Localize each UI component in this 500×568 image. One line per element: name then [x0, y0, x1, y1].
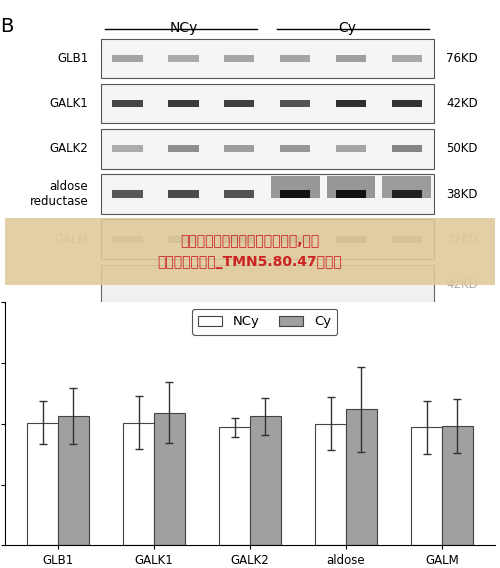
Bar: [168, 145, 198, 152]
Bar: [224, 236, 254, 243]
Bar: [124, 423, 154, 545]
Text: GALK2: GALK2: [50, 143, 88, 156]
Bar: [100, 174, 434, 214]
Bar: [392, 145, 422, 152]
Text: 续发展解答落实_TMN5.80.47为你版: 续发展解答落实_TMN5.80.47为你版: [158, 255, 342, 269]
Bar: [224, 190, 254, 198]
Bar: [28, 423, 58, 545]
Bar: [112, 236, 143, 243]
Text: aldose
reductase: aldose reductase: [30, 180, 88, 208]
Bar: [326, 176, 376, 198]
Bar: [5, 218, 495, 285]
Bar: [442, 426, 472, 545]
Text: GALM: GALM: [54, 233, 88, 246]
Bar: [168, 100, 198, 107]
Bar: [336, 190, 366, 198]
Bar: [336, 281, 366, 288]
Text: 42KD: 42KD: [446, 278, 478, 291]
Bar: [280, 145, 310, 152]
Text: Cy: Cy: [338, 21, 356, 35]
Bar: [382, 176, 431, 198]
Legend: NCy, Cy: NCy, Cy: [192, 309, 338, 335]
Bar: [100, 265, 434, 304]
Bar: [412, 427, 442, 545]
Bar: [112, 145, 143, 152]
Bar: [392, 281, 422, 288]
Bar: [168, 236, 198, 243]
Bar: [280, 281, 310, 288]
Text: GLB1: GLB1: [57, 52, 88, 65]
Text: 42KD: 42KD: [446, 97, 478, 110]
Bar: [392, 236, 422, 243]
Bar: [280, 190, 310, 198]
Bar: [336, 236, 366, 243]
Bar: [392, 100, 422, 107]
Bar: [280, 236, 310, 243]
Bar: [224, 145, 254, 152]
Bar: [224, 281, 254, 288]
Bar: [168, 190, 198, 198]
Bar: [112, 55, 143, 62]
Bar: [168, 281, 198, 288]
Text: NCy: NCy: [170, 21, 198, 35]
Bar: [112, 100, 143, 107]
Bar: [336, 55, 366, 62]
Bar: [100, 129, 434, 169]
Bar: [392, 55, 422, 62]
Bar: [316, 424, 346, 545]
Text: 50KD: 50KD: [446, 143, 478, 156]
Bar: [58, 416, 88, 545]
Bar: [336, 100, 366, 107]
Text: 38KD: 38KD: [446, 187, 478, 201]
Bar: [100, 39, 434, 78]
Bar: [112, 190, 143, 198]
Bar: [100, 219, 434, 259]
Text: 新澳好彩免费资料查询最新版本,可持: 新澳好彩免费资料查询最新版本,可持: [180, 235, 320, 248]
Text: B: B: [0, 17, 14, 36]
Bar: [168, 55, 198, 62]
Bar: [224, 100, 254, 107]
Bar: [392, 190, 422, 198]
Bar: [346, 409, 376, 545]
Bar: [100, 84, 434, 123]
Bar: [280, 55, 310, 62]
Bar: [336, 145, 366, 152]
Bar: [220, 427, 250, 545]
Bar: [270, 176, 320, 198]
Bar: [154, 413, 184, 545]
Text: GALK1: GALK1: [50, 97, 88, 110]
Bar: [112, 281, 143, 288]
Bar: [250, 416, 280, 545]
Bar: [224, 55, 254, 62]
Bar: [280, 100, 310, 107]
Text: 76KD: 76KD: [446, 52, 478, 65]
Text: 37KD: 37KD: [446, 233, 478, 246]
